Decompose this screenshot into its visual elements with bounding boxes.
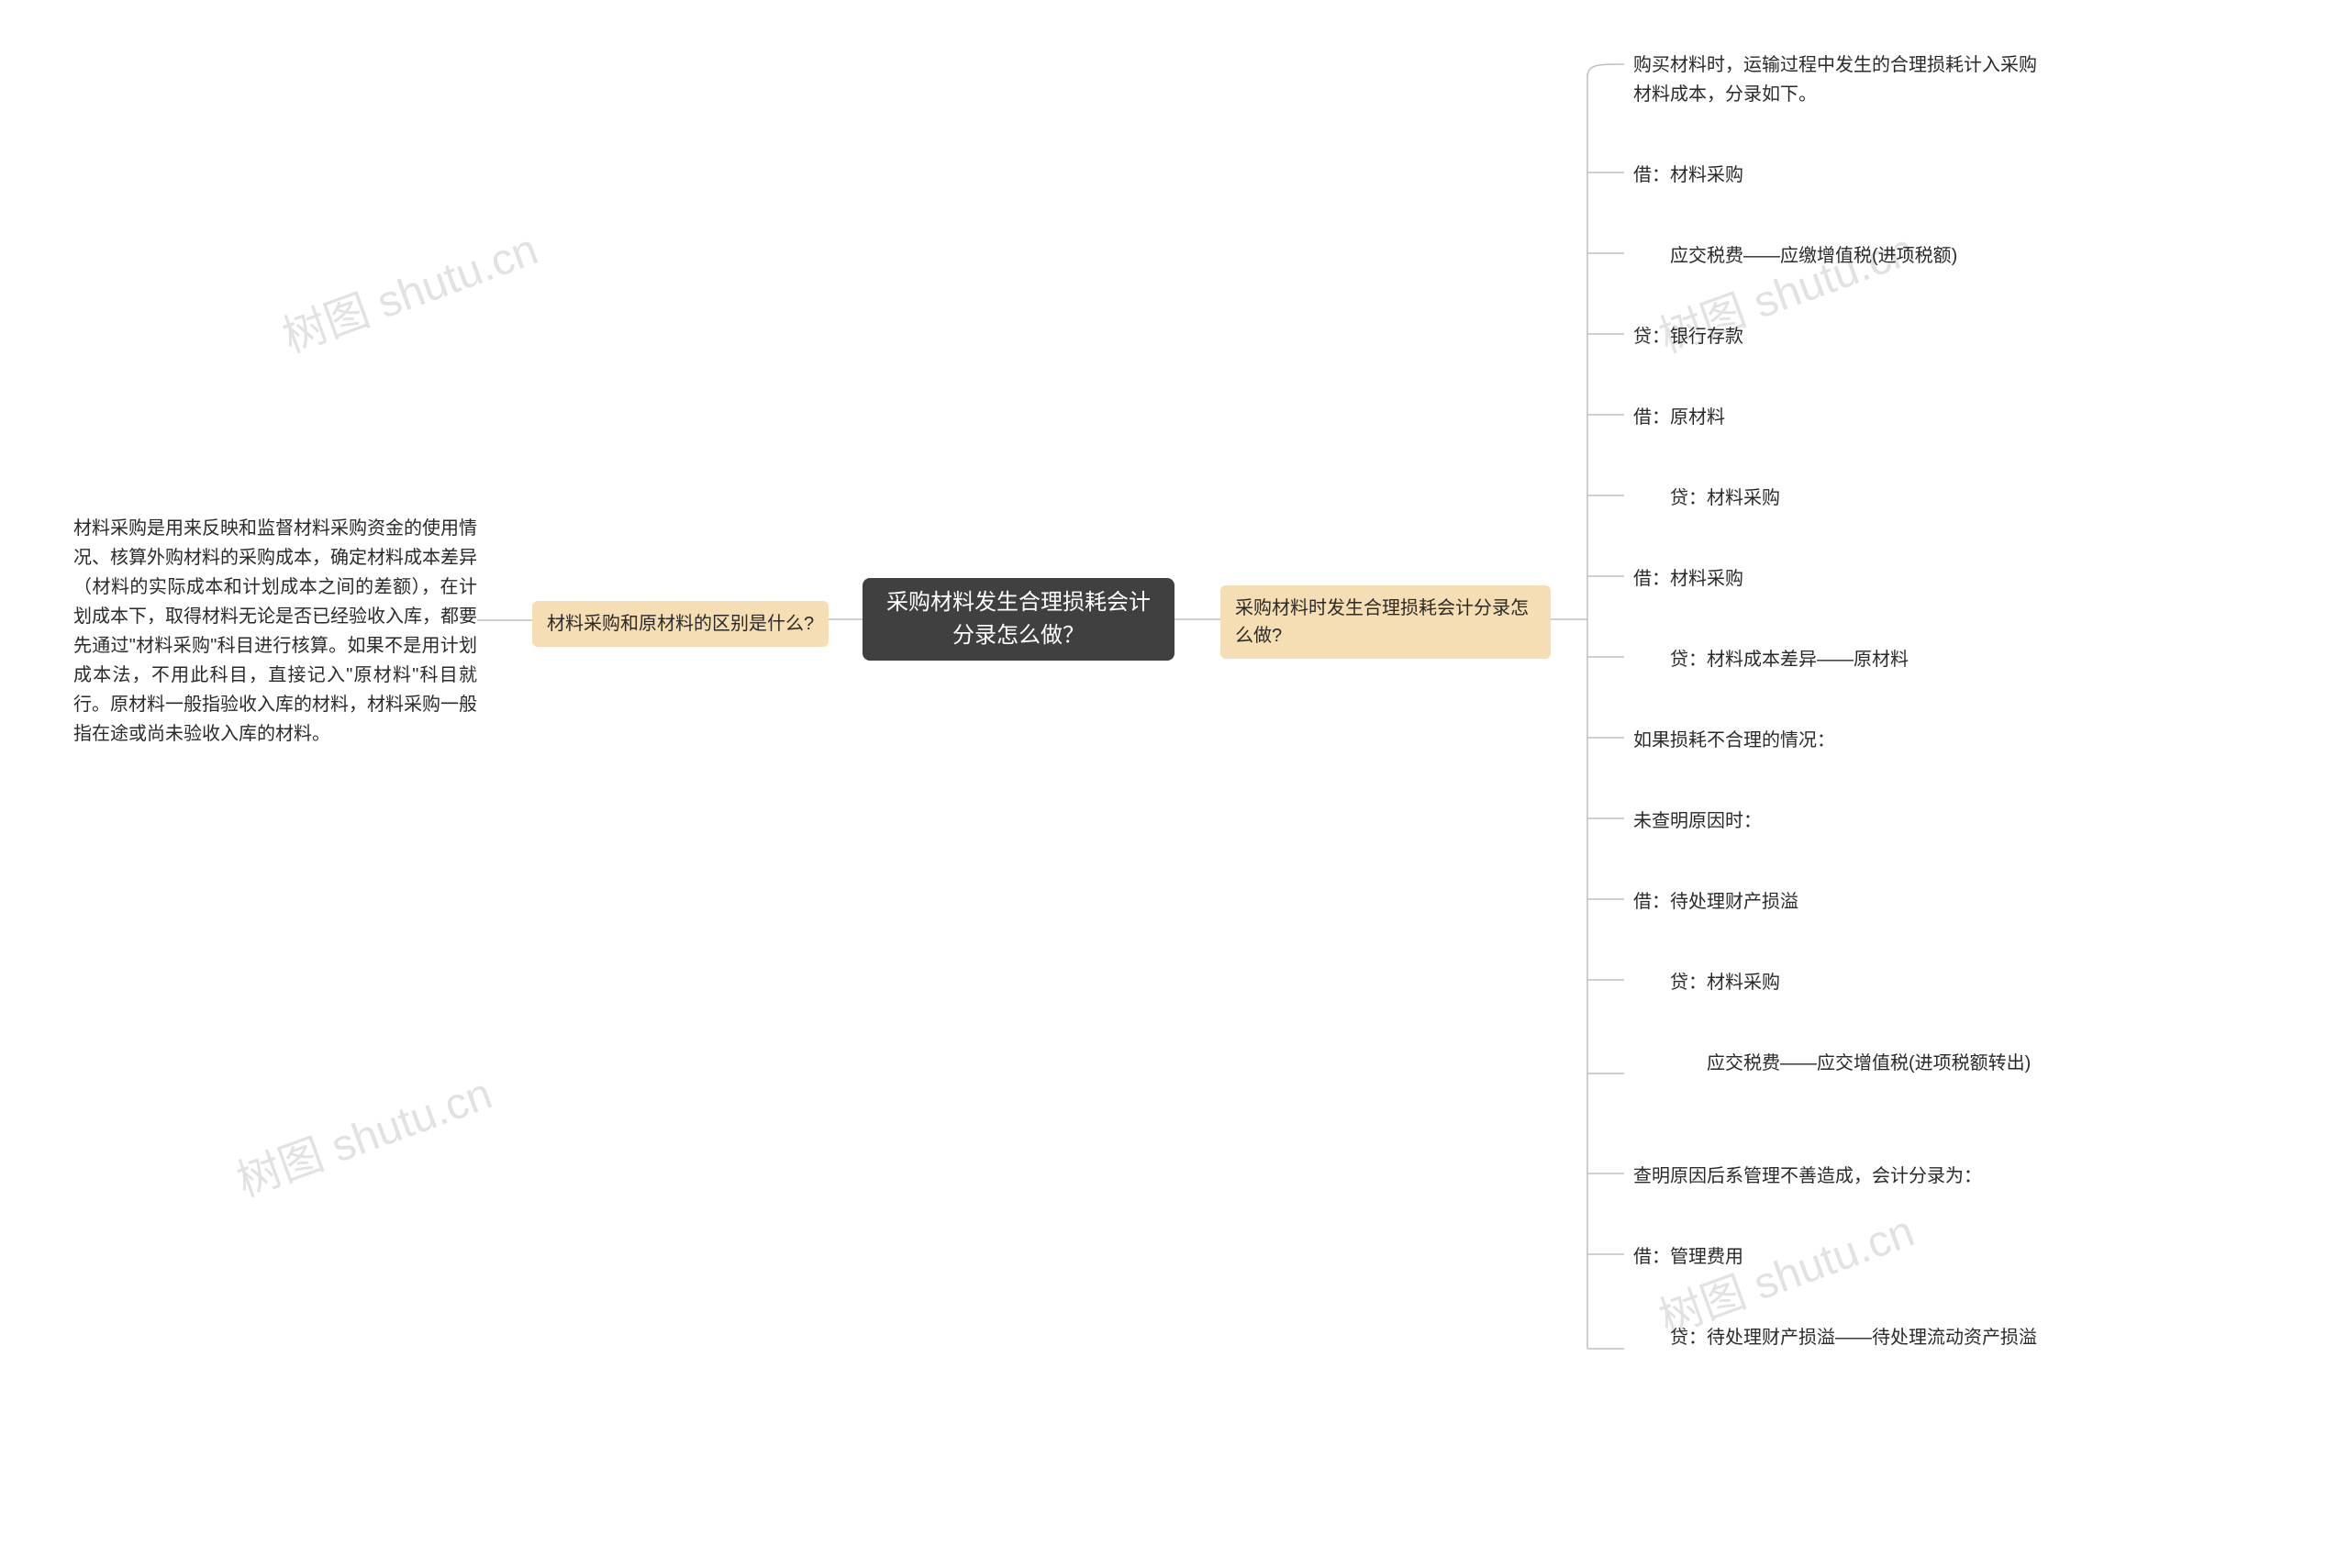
right-leaf: 购买材料时，运输过程中发生的合理损耗计入采购材料成本，分录如下。 — [1633, 50, 2037, 109]
right-leaf: 应交税费——应交增值税(进项税额转出) — [1633, 1049, 2037, 1078]
watermark: 树图 shutu.cn — [273, 213, 545, 364]
right-leaf: 贷：待处理财产损溢——待处理流动资产损溢 — [1633, 1323, 2037, 1352]
center-node-label: 采购材料发生合理损耗会计分录怎么做？ — [879, 586, 1158, 652]
right-leaf: 贷：银行存款 — [1633, 322, 2037, 351]
left-branch-label: 材料采购和原材料的区别是什么? — [547, 610, 814, 638]
watermark: 树图 shutu.cn — [227, 1057, 499, 1208]
right-leaf: 未查明原因时： — [1633, 806, 2037, 836]
right-leaf: 查明原因后系管理不善造成，会计分录为： — [1633, 1162, 2037, 1191]
right-leaf: 应交税费——应缴增值税(进项税额) — [1633, 241, 2037, 271]
right-leaf: 借：材料采购 — [1633, 564, 2037, 594]
center-node: 采购材料发生合理损耗会计分录怎么做？ — [863, 578, 1174, 661]
right-leaf: 借：原材料 — [1633, 403, 2037, 432]
left-leaf-text: 材料采购是用来反映和监督材料采购资金的使用情况、核算外购材料的采购成本，确定材料… — [73, 514, 477, 749]
right-leaf: 借：材料采购 — [1633, 161, 2037, 190]
right-leaf: 贷：材料成本差异——原材料 — [1633, 645, 2037, 674]
right-leaf: 贷：材料采购 — [1633, 968, 2037, 997]
right-branch-label: 采购材料时发生合理损耗会计分录怎么做? — [1235, 595, 1536, 650]
right-branch-node: 采购材料时发生合理损耗会计分录怎么做? — [1220, 585, 1551, 659]
right-leaf: 如果损耗不合理的情况： — [1633, 726, 2037, 755]
right-leaf: 借：管理费用 — [1633, 1242, 2037, 1272]
left-branch-node: 材料采购和原材料的区别是什么? — [532, 601, 829, 647]
right-leaf: 借：待处理财产损溢 — [1633, 887, 2037, 917]
right-leaf: 贷：材料采购 — [1633, 484, 2037, 513]
